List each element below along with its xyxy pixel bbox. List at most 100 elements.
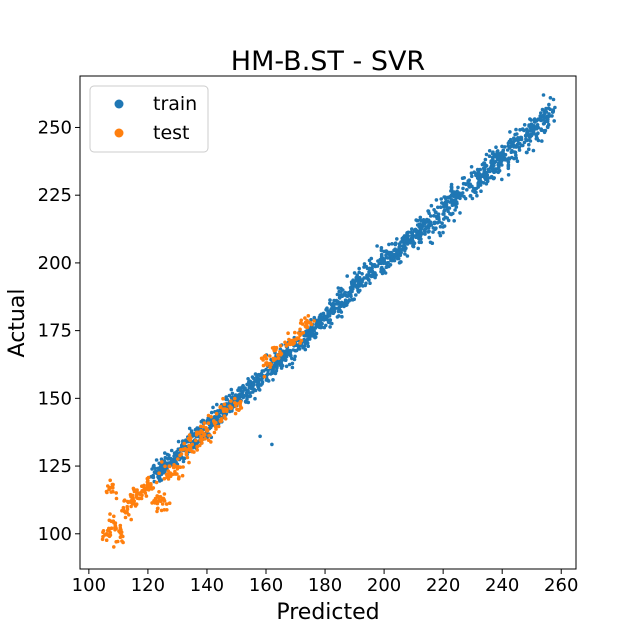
test-point xyxy=(122,499,126,503)
train-point xyxy=(509,141,514,146)
train-point xyxy=(306,344,311,349)
train-point xyxy=(236,388,240,393)
test-point xyxy=(159,508,164,513)
train-point xyxy=(426,230,431,234)
test-point xyxy=(188,446,193,451)
train-point xyxy=(256,379,261,384)
test-point xyxy=(268,361,272,366)
train-point xyxy=(429,203,434,208)
train-point xyxy=(438,224,443,229)
train-point xyxy=(342,304,346,309)
train-point xyxy=(506,164,511,168)
train-point xyxy=(429,214,433,218)
test-point xyxy=(288,342,292,347)
x-tick-label: 220 xyxy=(426,575,460,596)
train-point xyxy=(473,190,477,194)
train-point xyxy=(275,364,279,369)
train-point xyxy=(468,193,473,198)
y-tick-label: 100 xyxy=(38,524,72,545)
train-point xyxy=(506,160,511,164)
train-point xyxy=(386,250,391,255)
train-point xyxy=(503,145,507,149)
train-point xyxy=(355,273,360,278)
legend-label-train: train xyxy=(153,93,197,115)
test-point xyxy=(128,492,133,497)
train-point xyxy=(368,281,372,286)
train-point xyxy=(434,226,438,230)
train-point xyxy=(512,136,516,140)
test-point xyxy=(120,539,124,543)
train-point xyxy=(379,246,384,250)
train-point xyxy=(496,170,501,175)
test-point xyxy=(261,358,265,362)
test-point xyxy=(202,433,206,438)
train-point xyxy=(426,218,431,222)
train-point xyxy=(240,385,244,390)
train-point xyxy=(229,387,234,392)
train-point xyxy=(225,397,229,402)
test-point xyxy=(219,419,224,423)
train-point xyxy=(266,371,270,376)
train-point xyxy=(514,153,518,157)
train-point xyxy=(339,310,344,314)
train-point xyxy=(215,402,219,407)
train-point xyxy=(310,330,315,335)
train-point xyxy=(352,271,357,275)
test-point xyxy=(276,356,281,361)
train-point xyxy=(449,189,453,193)
train-point xyxy=(166,456,171,461)
train-point xyxy=(500,144,504,149)
train-point xyxy=(460,176,465,180)
test-point xyxy=(187,443,192,448)
train-point xyxy=(355,286,360,290)
train-point xyxy=(527,142,531,147)
train-point xyxy=(485,178,489,182)
x-tick-label: 180 xyxy=(308,575,342,596)
test-point xyxy=(305,318,309,323)
test-point xyxy=(104,538,109,542)
test-point xyxy=(299,318,304,323)
train-point xyxy=(354,293,358,297)
test-point xyxy=(194,438,198,443)
test-point xyxy=(229,399,233,403)
train-point xyxy=(308,335,312,339)
test-point xyxy=(160,502,165,506)
train-point xyxy=(345,274,350,278)
y-tick-label: 200 xyxy=(38,253,72,274)
test-point xyxy=(121,507,126,512)
train-point xyxy=(528,117,532,121)
plot-frame xyxy=(79,75,577,570)
train-point xyxy=(346,290,351,295)
train-point xyxy=(281,355,285,360)
train-point xyxy=(487,169,492,174)
train-point xyxy=(291,348,296,352)
train-point xyxy=(233,393,238,397)
train-point xyxy=(330,321,334,326)
test-point xyxy=(309,322,314,327)
train-point xyxy=(488,166,493,170)
train-point xyxy=(209,410,214,415)
train-point xyxy=(539,111,543,115)
train-point xyxy=(446,195,451,200)
x-tick-label: 260 xyxy=(544,575,578,596)
train-point xyxy=(429,223,434,227)
train-point xyxy=(258,434,262,439)
train-point xyxy=(328,298,332,302)
train-point xyxy=(252,380,256,384)
train-point xyxy=(280,358,284,363)
test-point xyxy=(109,526,113,531)
test-point xyxy=(234,404,238,408)
train-point xyxy=(405,254,410,258)
train-point xyxy=(253,396,257,401)
train-point xyxy=(290,356,294,361)
train-point xyxy=(271,370,276,374)
test-point xyxy=(218,404,223,409)
train-point xyxy=(541,93,546,97)
test-point xyxy=(184,452,189,457)
train-point xyxy=(513,132,517,137)
test-point xyxy=(306,314,311,318)
test-point xyxy=(199,429,203,433)
test-point xyxy=(118,523,123,528)
train-point xyxy=(431,230,435,234)
